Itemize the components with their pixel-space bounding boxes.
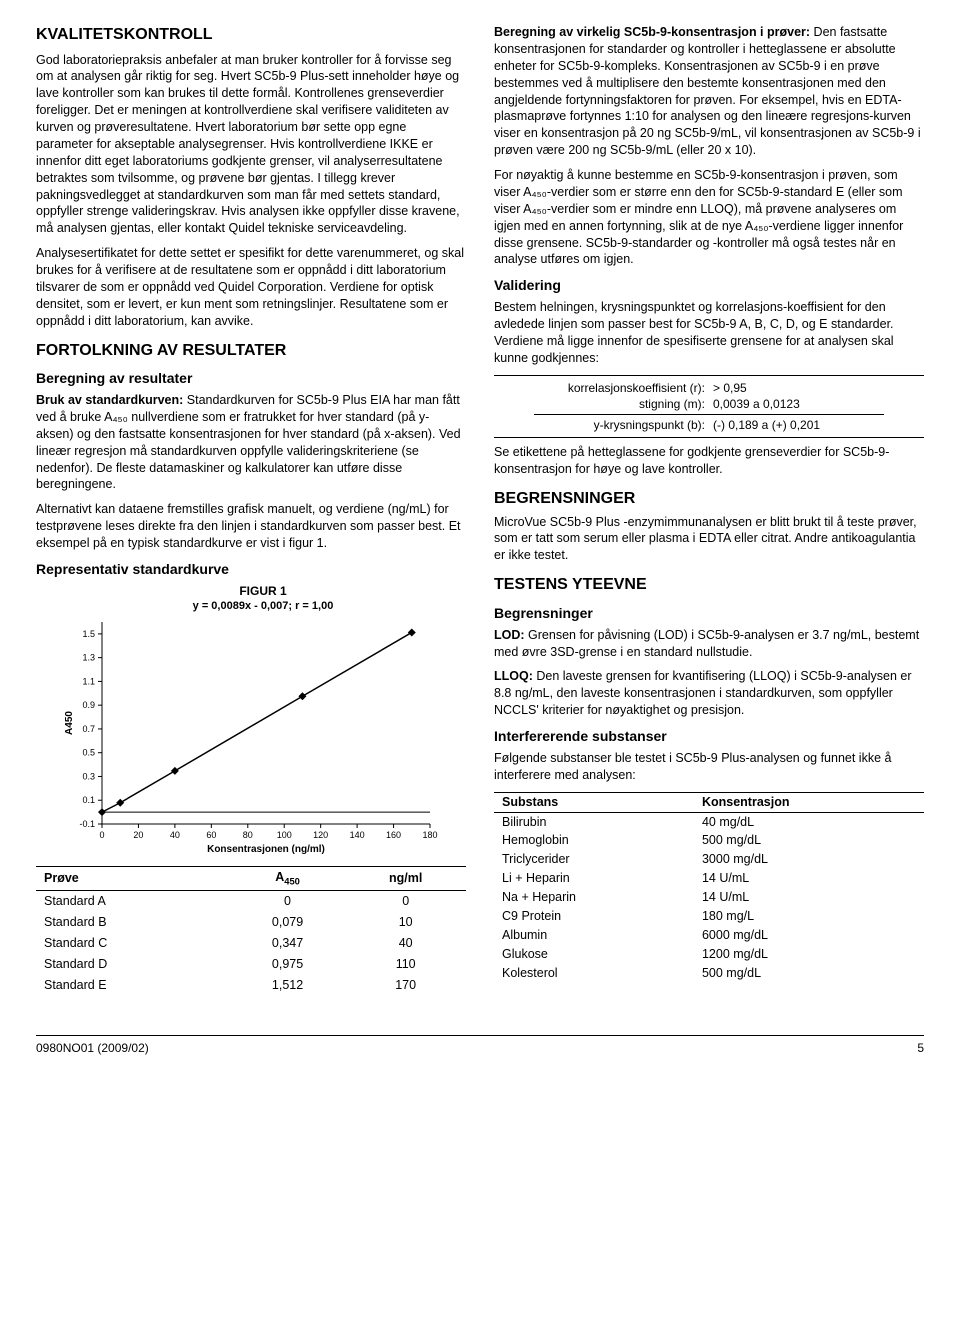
std-header: Prøve (36, 866, 230, 890)
table-row: Standard E1,512170 (36, 975, 466, 996)
h-validering: Validering (494, 276, 924, 295)
h-begrensninger: BEGRENSNINGER (494, 488, 924, 510)
chart-svg: 0 20 40 60 80 100 120 140 160 180 -0.1 0.1 0.3 0.5 0.7… (60, 616, 440, 856)
p-alternativt: Alternativt kan dataene fremstilles graf… (36, 501, 466, 552)
svg-text:0.1: 0.1 (82, 795, 95, 805)
svg-text:120: 120 (313, 830, 328, 840)
table-row: Bilirubin40 mg/dL (494, 812, 924, 831)
p-etiketter: Se etikettene på hetteglassene for godkj… (494, 444, 924, 478)
svg-text:60: 60 (206, 830, 216, 840)
standards-table: PrøveA450ng/ml Standard A00Standard B0,0… (36, 866, 466, 996)
p-lod: LOD: Grensen for påvisning (LOD) i SC5b-… (494, 627, 924, 661)
chart-title: FIGUR 1 (60, 583, 466, 599)
table-row: Standard D0,975110 (36, 954, 466, 975)
table-row: Standard C0,34740 (36, 933, 466, 954)
validation-box: korrelasjonskoeffisient (r):> 0,95 stign… (494, 375, 924, 439)
svg-text:-0.1: -0.1 (79, 819, 95, 829)
p-validering: Bestem helningen, krysningspunktet og ko… (494, 299, 924, 367)
svg-text:A450: A450 (64, 710, 75, 734)
p-standardkurve: Bruk av standardkurven: Standardkurven f… (36, 392, 466, 493)
footer-right: 5 (917, 1040, 924, 1056)
std-header: ng/ml (345, 866, 466, 890)
table-row: C9 Protein180 mg/L (494, 907, 924, 926)
svg-text:0.7: 0.7 (82, 724, 95, 734)
svg-text:80: 80 (243, 830, 253, 840)
table-row: Na + Heparin14 U/mL (494, 888, 924, 907)
p-lloq: LLOQ: Den laveste grensen for kvantifise… (494, 668, 924, 719)
svg-text:180: 180 (422, 830, 437, 840)
page-footer: 0980NO01 (2009/02) 5 (36, 1035, 924, 1056)
svg-text:20: 20 (133, 830, 143, 840)
svg-text:0.5: 0.5 (82, 748, 95, 758)
svg-text:1.3: 1.3 (82, 653, 95, 663)
p-beregning-prover: Beregning av virkelig SC5b-9-konsentrasj… (494, 24, 924, 159)
p-interfererende: Følgende substanser ble testet i SC5b-9 … (494, 750, 924, 784)
sub-header: Konsentrasjon (694, 792, 924, 812)
p-noyaktig: For nøyaktig å kunne bestemme en SC5b-9-… (494, 167, 924, 268)
svg-text:1.5: 1.5 (82, 629, 95, 639)
sub-header: Substans (494, 792, 694, 812)
svg-text:0: 0 (99, 830, 104, 840)
p-kvalitet-1: God laboratoriepraksis anbefaler at man … (36, 52, 466, 238)
std-header: A450 (230, 866, 346, 890)
p-begrensninger: MicroVue SC5b-9 Plus -enzymimmunanalysen… (494, 514, 924, 565)
svg-text:0.3: 0.3 (82, 771, 95, 781)
h-begrensninger-2: Begrensninger (494, 604, 924, 623)
lead-bruk: Bruk av standardkurven: (36, 393, 183, 407)
svg-text:140: 140 (350, 830, 365, 840)
table-row: Standard B0,07910 (36, 912, 466, 933)
h-fortolkning: FORTOLKNING AV RESULTATER (36, 340, 466, 362)
svg-text:Konsentrasjonen (ng/ml): Konsentrasjonen (ng/ml) (207, 844, 325, 855)
h-interfererende: Interfererende substanser (494, 727, 924, 746)
h-kvalitet: KVALITETSKONTROLL (36, 24, 466, 46)
svg-text:100: 100 (277, 830, 292, 840)
table-row: Standard A00 (36, 891, 466, 912)
table-row: Hemoglobin500 mg/dL (494, 831, 924, 850)
h-testens: TESTENS YTEEVNE (494, 574, 924, 596)
svg-text:0.9: 0.9 (82, 700, 95, 710)
footer-left: 0980NO01 (2009/02) (36, 1040, 149, 1056)
h-representativ: Representativ standardkurve (36, 560, 466, 579)
table-row: Albumin6000 mg/dL (494, 926, 924, 945)
table-row: Glukose1200 mg/dL (494, 945, 924, 964)
h-beregning: Beregning av resultater (36, 369, 466, 388)
table-row: Triclycerider3000 mg/dL (494, 850, 924, 869)
substance-table: SubstansKonsentrasjon Bilirubin40 mg/dLH… (494, 792, 924, 983)
h-beregning-prover: Beregning av virkelig SC5b-9-konsentrasj… (494, 25, 810, 39)
svg-text:160: 160 (386, 830, 401, 840)
chart-equation: y = 0,0089x - 0,007; r = 1,00 (60, 599, 466, 614)
chart-figure-1: FIGUR 1 y = 0,0089x - 0,007; r = 1,00 0 2… (60, 583, 466, 856)
table-row: Kolesterol500 mg/dL (494, 964, 924, 983)
right-column: Beregning av virkelig SC5b-9-konsentrasj… (494, 24, 924, 995)
p-kvalitet-2: Analysesertifikatet for dette settet er … (36, 245, 466, 329)
svg-text:40: 40 (170, 830, 180, 840)
table-row: Li + Heparin14 U/mL (494, 869, 924, 888)
left-column: KVALITETSKONTROLL God laboratoriepraksis… (36, 24, 466, 995)
svg-text:1.1: 1.1 (82, 676, 95, 686)
